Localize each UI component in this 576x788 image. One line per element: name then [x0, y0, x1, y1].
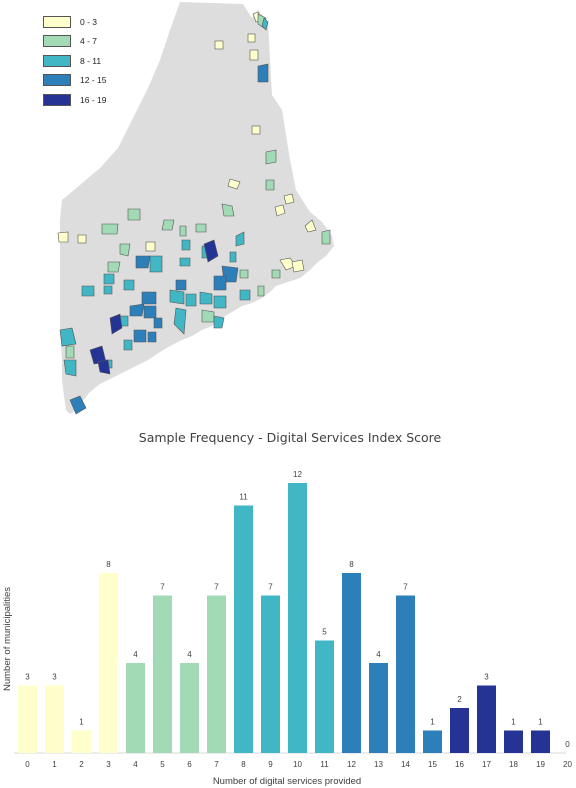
legend-swatch: [43, 35, 71, 48]
data-label-14: 7: [403, 583, 408, 592]
data-label-13: 4: [376, 650, 381, 659]
bar-16: [450, 708, 469, 753]
data-label-0: 3: [25, 673, 30, 682]
bar-9: [261, 595, 280, 753]
data-label-3: 8: [106, 560, 111, 569]
x-tick-17: 17: [482, 760, 491, 769]
bar-12: [342, 573, 361, 753]
data-label-18: 1: [511, 718, 516, 727]
legend-label: 16 - 19: [80, 94, 107, 105]
legend-item: 0 - 3: [43, 12, 106, 32]
x-tick-7: 7: [214, 760, 219, 769]
data-label-7: 7: [214, 583, 219, 592]
municipalities: [57, 11, 331, 415]
bar-chart: Sample Frequency - Digital Services Inde…: [2, 430, 572, 787]
bar-2: [72, 730, 91, 753]
legend-swatch: [43, 54, 71, 67]
x-tick-15: 15: [428, 760, 437, 769]
bar-14: [396, 595, 415, 753]
data-label-17: 3: [484, 673, 489, 682]
chart-title: Sample Frequency - Digital Services Inde…: [139, 430, 442, 445]
legend-label: 12 - 15: [80, 75, 107, 86]
bar-13: [369, 663, 388, 753]
data-label-20: 0: [565, 740, 570, 749]
bar-5: [153, 595, 172, 753]
legend-item: 12 - 15: [43, 71, 106, 91]
x-tick-labels: 0 1 2 3 4 5 6 7 8 9 10 11 12 13 14 15 16 17 18 19 20: [25, 760, 572, 769]
legend-item: 8 - 11: [43, 51, 106, 71]
x-tick-13: 13: [374, 760, 383, 769]
bar-7: [207, 595, 226, 753]
x-tick-19: 19: [536, 760, 545, 769]
data-label-4: 4: [133, 650, 138, 659]
maine-map: [57, 2, 334, 415]
x-tick-16: 16: [455, 760, 464, 769]
bars: [18, 483, 550, 753]
x-tick-6: 6: [187, 760, 192, 769]
bar-17: [477, 685, 496, 753]
bar-1: [45, 685, 64, 753]
data-label-16: 2: [457, 695, 462, 704]
bar-6: [180, 663, 199, 753]
data-label-12: 8: [349, 560, 354, 569]
legend-item: 16 - 19: [43, 90, 106, 110]
data-label-9: 7: [268, 583, 273, 592]
legend-swatch: [43, 93, 71, 106]
legend-item: 4 - 7: [43, 32, 106, 52]
municipalities-12-15: [69, 63, 269, 415]
x-tick-20: 20: [563, 760, 572, 769]
x-tick-4: 4: [133, 760, 138, 769]
legend-swatch: [43, 74, 71, 87]
x-axis-label: Number of digital services provided: [213, 776, 361, 787]
x-tick-3: 3: [106, 760, 111, 769]
bar-10: [288, 483, 307, 753]
data-label-11: 5: [322, 628, 327, 637]
bar-11: [315, 640, 334, 753]
legend-label: 4 - 7: [80, 36, 98, 47]
municipalities-16-19: [89, 239, 219, 375]
x-tick-1: 1: [52, 760, 57, 769]
x-tick-0: 0: [25, 760, 30, 769]
x-tick-18: 18: [509, 760, 518, 769]
x-tick-8: 8: [241, 760, 246, 769]
data-label-10: 12: [293, 470, 302, 479]
x-tick-11: 11: [320, 760, 329, 769]
maine-landmass: [60, 2, 334, 414]
municipalities-4-7: [65, 13, 331, 359]
legend-label: 8 - 11: [80, 55, 102, 66]
bar-0: [18, 685, 37, 753]
bar-4: [126, 663, 145, 753]
data-label-2: 1: [79, 718, 84, 727]
data-label-5: 7: [160, 583, 165, 592]
map-legend: 0 - 3 4 - 7 8 - 11 12 - 15 16 - 19: [43, 12, 106, 110]
bar-3: [99, 573, 118, 753]
legend-label: 0 - 3: [80, 16, 98, 27]
data-label-19: 1: [538, 718, 543, 727]
x-tick-10: 10: [293, 760, 302, 769]
bar-19: [531, 730, 550, 753]
bar-18: [504, 730, 523, 753]
x-tick-14: 14: [401, 760, 410, 769]
y-axis-label: Number of municipalities: [2, 587, 13, 691]
bar-8: [234, 505, 253, 753]
data-label-6: 4: [187, 650, 192, 659]
data-label-1: 3: [52, 673, 57, 682]
state-outline: [60, 2, 334, 414]
bar-15: [423, 730, 442, 753]
municipalities-0-3: [57, 11, 317, 273]
data-label-15: 1: [430, 718, 435, 727]
legend-swatch: [43, 15, 71, 28]
x-tick-5: 5: [160, 760, 165, 769]
x-tick-2: 2: [79, 760, 84, 769]
data-label-8: 11: [239, 493, 248, 502]
x-tick-9: 9: [268, 760, 273, 769]
x-tick-12: 12: [347, 760, 356, 769]
